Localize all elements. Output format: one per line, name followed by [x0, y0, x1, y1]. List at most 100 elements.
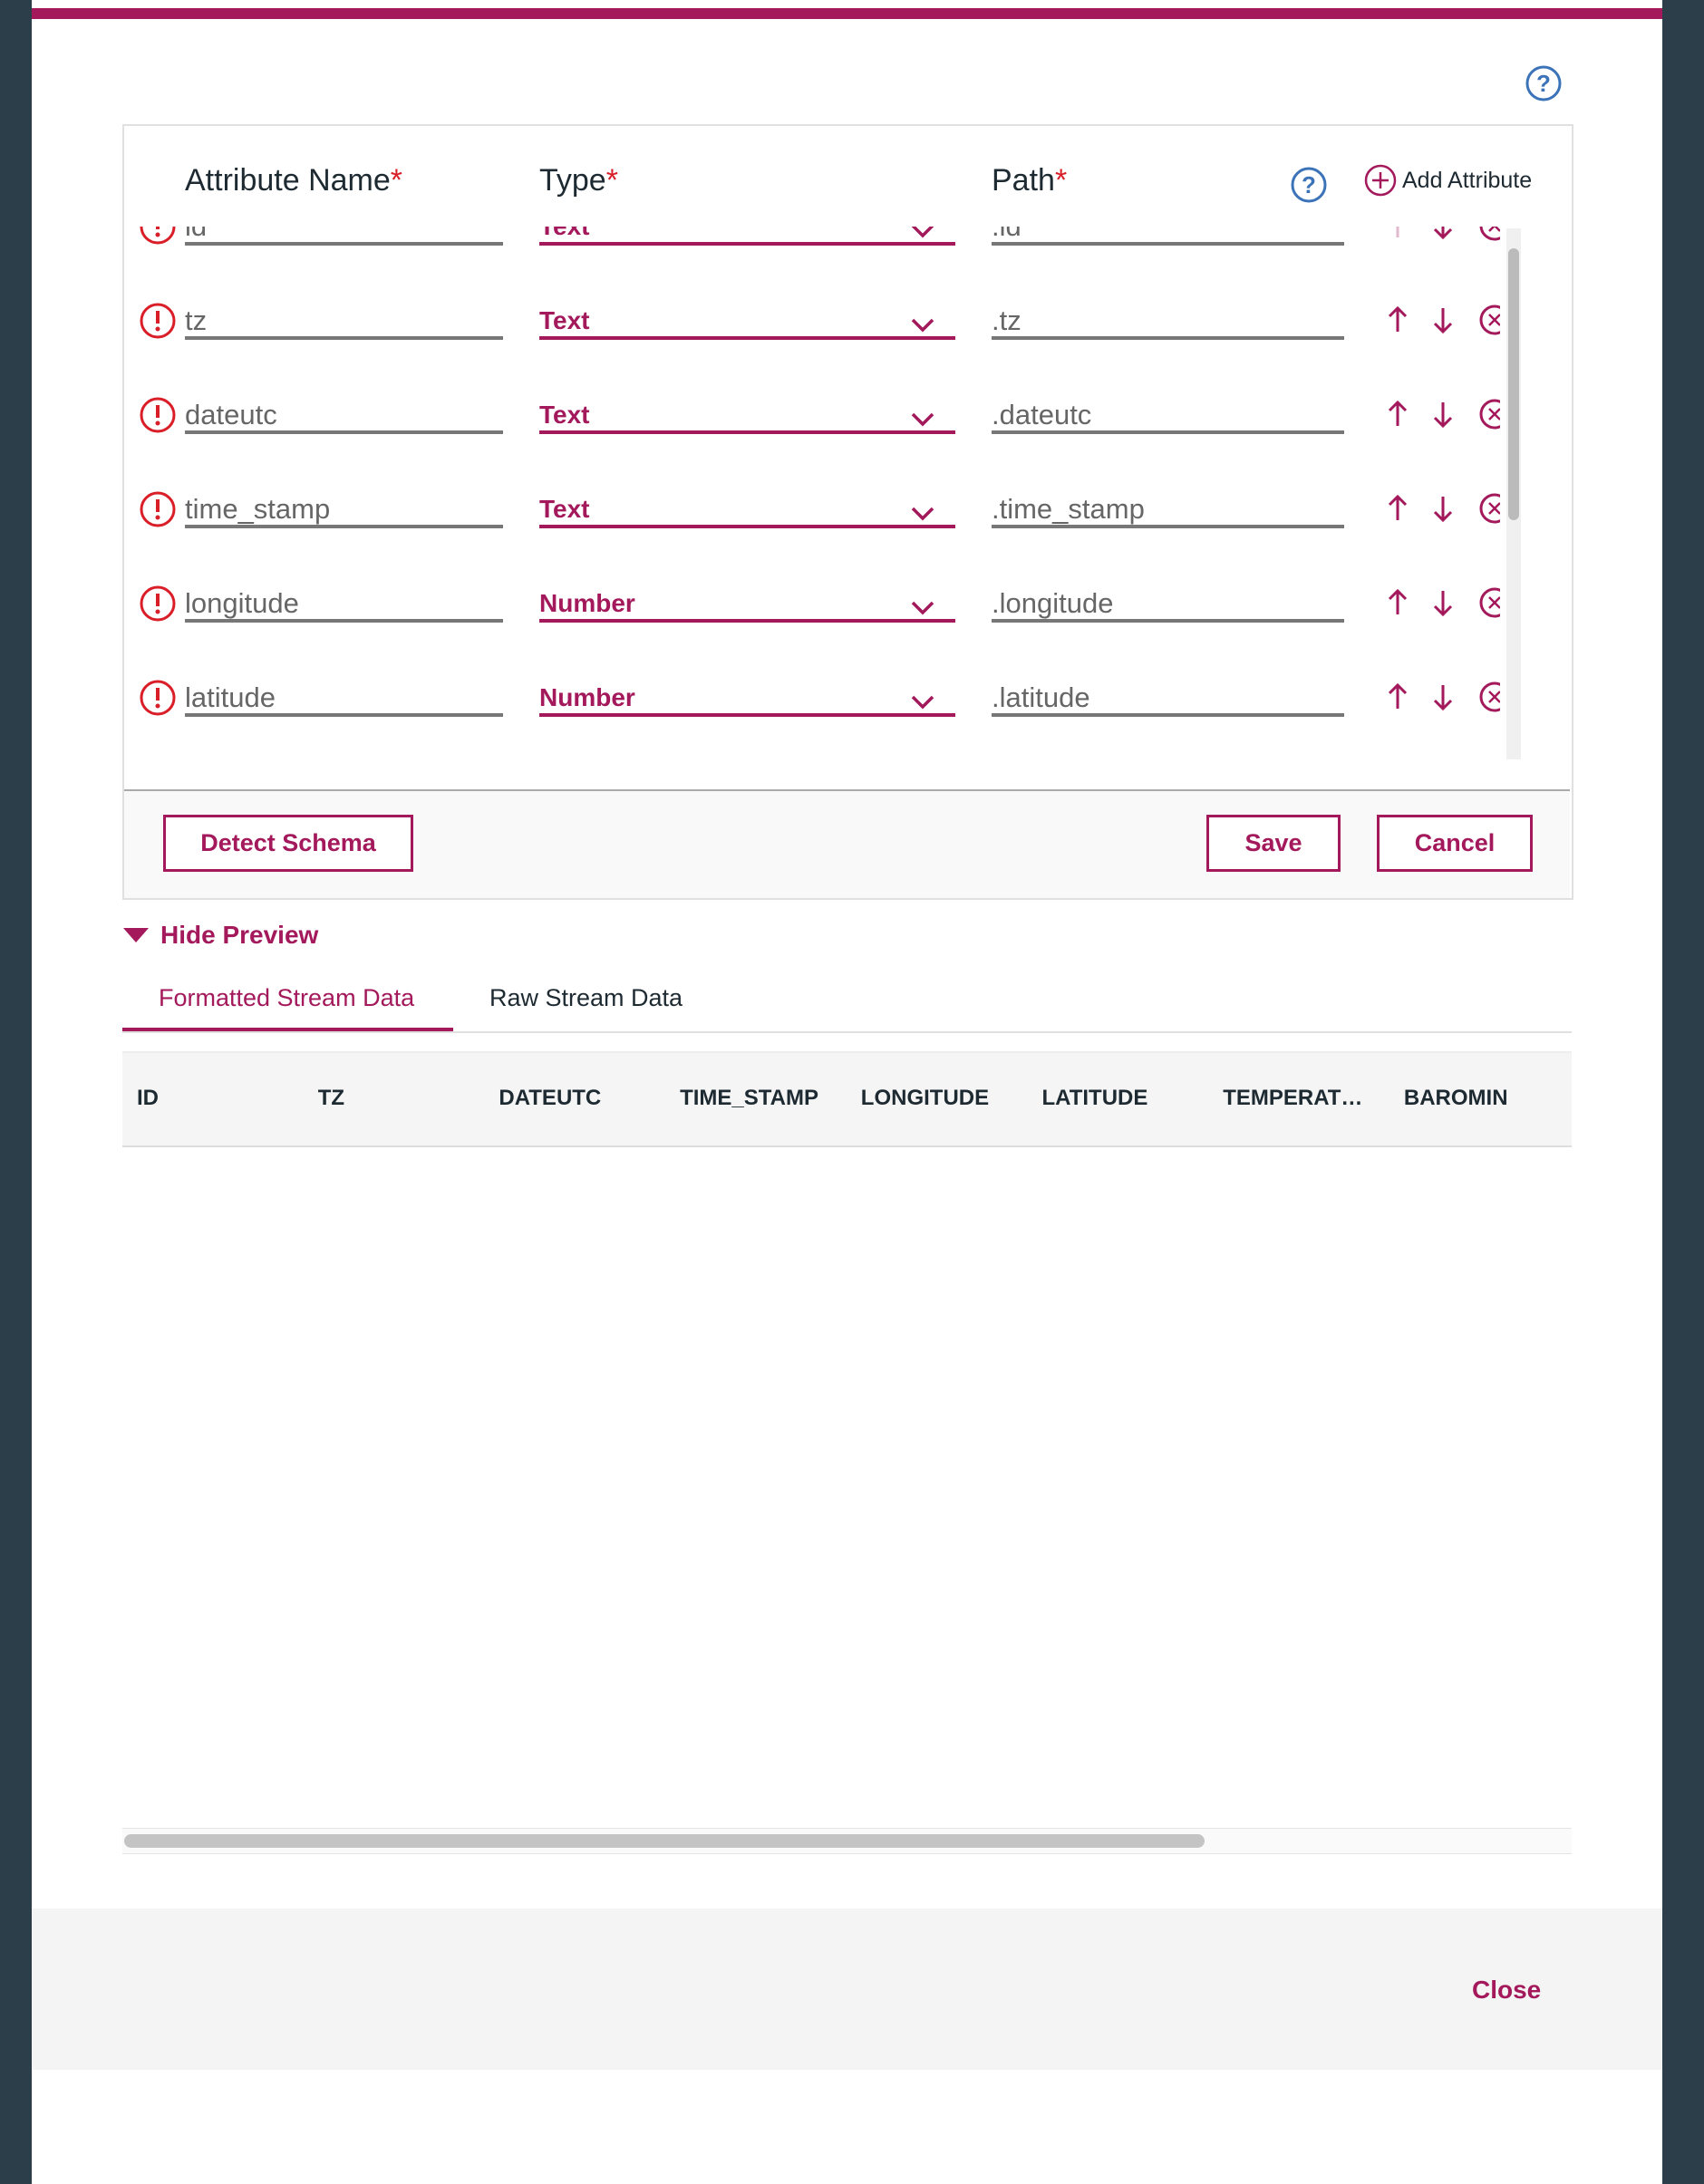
chevron — [910, 311, 935, 342]
remove[interactable] — [1478, 492, 1500, 529]
add-label: Add Attribute — [1402, 167, 1533, 193]
name-input[interactable]: id — [185, 227, 503, 246]
add-icon — [1364, 164, 1397, 197]
help-glyph: ? — [1302, 171, 1316, 198]
column-header: Attribute Name* — [185, 163, 402, 198]
remove[interactable] — [1478, 586, 1500, 623]
type-value: Number — [539, 683, 635, 711]
attribute-row: latitude Number .latitude — [122, 679, 1500, 746]
required-marker: * — [605, 163, 618, 198]
modal-accent — [32, 8, 1662, 19]
chevron — [910, 499, 935, 530]
move-up[interactable] — [1384, 227, 1411, 246]
error-icon — [139, 585, 177, 627]
remove[interactable] — [1478, 304, 1500, 341]
attribute-list: id Text .id tz Text .tz dateutc Text .dateutc tim… — [122, 227, 1500, 759]
type-select[interactable]: Text — [539, 305, 955, 340]
type-select[interactable]: Number — [539, 588, 955, 623]
path-input[interactable]: .latitude — [992, 682, 1344, 717]
path-input[interactable]: .dateutc — [992, 400, 1344, 434]
arrow — [1388, 400, 1408, 426]
remove-glyph — [1479, 227, 1500, 241]
error-icon — [139, 490, 177, 533]
attribute-row: dateutc Text .dateutc — [122, 397, 1500, 463]
column-header[interactable]: TIME_STAMP — [680, 1086, 818, 1110]
error-icon — [139, 679, 177, 721]
preview-toggle[interactable]: Hide Preview — [122, 921, 318, 950]
type-select[interactable]: Text — [539, 227, 955, 246]
path-input[interactable]: .time_stamp — [992, 494, 1344, 528]
column-header[interactable]: BAROMIN — [1403, 1086, 1508, 1110]
remove[interactable] — [1478, 227, 1500, 246]
error-glyph — [140, 303, 176, 339]
move-down[interactable] — [1429, 681, 1457, 718]
move-up[interactable] — [1384, 398, 1411, 435]
error-glyph — [140, 680, 176, 716]
arrow — [1433, 591, 1453, 617]
move-down[interactable] — [1429, 304, 1457, 341]
type-select[interactable]: Text — [539, 494, 955, 528]
move-down[interactable] — [1429, 492, 1457, 529]
column-header[interactable]: TEMPERAT… — [1223, 1086, 1363, 1110]
move-up[interactable] — [1384, 681, 1411, 718]
type-value: Text — [539, 227, 590, 242]
move-down[interactable] — [1429, 227, 1457, 246]
close-button[interactable]: Close — [1472, 1976, 1542, 2004]
remove[interactable] — [1478, 681, 1500, 718]
type-value: Text — [539, 306, 590, 334]
detect-button[interactable]: Detect Schema — [163, 815, 413, 872]
add-attribute[interactable]: Add Attribute — [1364, 164, 1532, 197]
chevron — [910, 227, 935, 247]
attribute-row: id Text .id — [122, 227, 1500, 275]
error-icon — [139, 302, 177, 344]
move-up[interactable] — [1384, 304, 1411, 341]
remove[interactable] — [1478, 398, 1500, 435]
toggle-label: Hide Preview — [160, 921, 319, 949]
column-header[interactable]: DATEUTC — [499, 1086, 602, 1110]
h-scroll-track — [122, 1828, 1572, 1854]
type-select[interactable]: Text — [539, 400, 955, 434]
cancel-button[interactable]: Cancel — [1377, 815, 1533, 872]
tab[interactable]: Formatted Stream Data — [159, 984, 415, 1011]
column-header[interactable]: LATITUDE — [1041, 1086, 1148, 1110]
help-button[interactable]: ? — [1525, 65, 1562, 101]
move-up[interactable] — [1384, 586, 1411, 623]
caret — [123, 928, 149, 942]
header-text: Attribute Name — [185, 163, 391, 198]
type-select[interactable]: Number — [539, 682, 955, 717]
column-header[interactable]: TZ — [317, 1086, 345, 1110]
arrow — [1388, 494, 1408, 520]
name-input[interactable]: dateutc — [185, 400, 503, 434]
remove-glyph — [1479, 587, 1500, 618]
column-header[interactable]: ID — [137, 1086, 159, 1110]
scroll-track — [1506, 228, 1521, 759]
arrow — [1388, 682, 1408, 709]
name-input[interactable]: time_stamp — [185, 494, 503, 528]
tab[interactable]: Raw Stream Data — [489, 984, 683, 1011]
remove-glyph — [1479, 304, 1500, 335]
path-input[interactable]: .id — [992, 227, 1344, 246]
move-down[interactable] — [1429, 398, 1457, 435]
move-up[interactable] — [1384, 492, 1411, 529]
attribute-row: tz Text .tz — [122, 302, 1500, 369]
path-input[interactable]: .longitude — [992, 588, 1344, 623]
table-header — [122, 1051, 1572, 1147]
save-button[interactable]: Save — [1206, 815, 1341, 872]
header-text: Type — [539, 163, 606, 198]
arrow — [1433, 308, 1453, 334]
column-header[interactable]: LONGITUDE — [860, 1086, 990, 1110]
h-scroll-thumb[interactable] — [124, 1834, 1205, 1848]
name-input[interactable]: tz — [185, 305, 503, 340]
remove-glyph — [1479, 493, 1500, 524]
name-input[interactable]: longitude — [185, 588, 503, 623]
path-input[interactable]: .tz — [992, 305, 1344, 340]
error-glyph — [140, 227, 176, 245]
name-input[interactable]: latitude — [185, 682, 503, 717]
tab-rule — [122, 1031, 1572, 1033]
required-marker: * — [390, 163, 402, 198]
path-help[interactable]: ? — [1291, 167, 1327, 203]
move-down[interactable] — [1429, 586, 1457, 623]
error-glyph — [140, 491, 176, 527]
scroll-thumb[interactable] — [1508, 248, 1519, 520]
